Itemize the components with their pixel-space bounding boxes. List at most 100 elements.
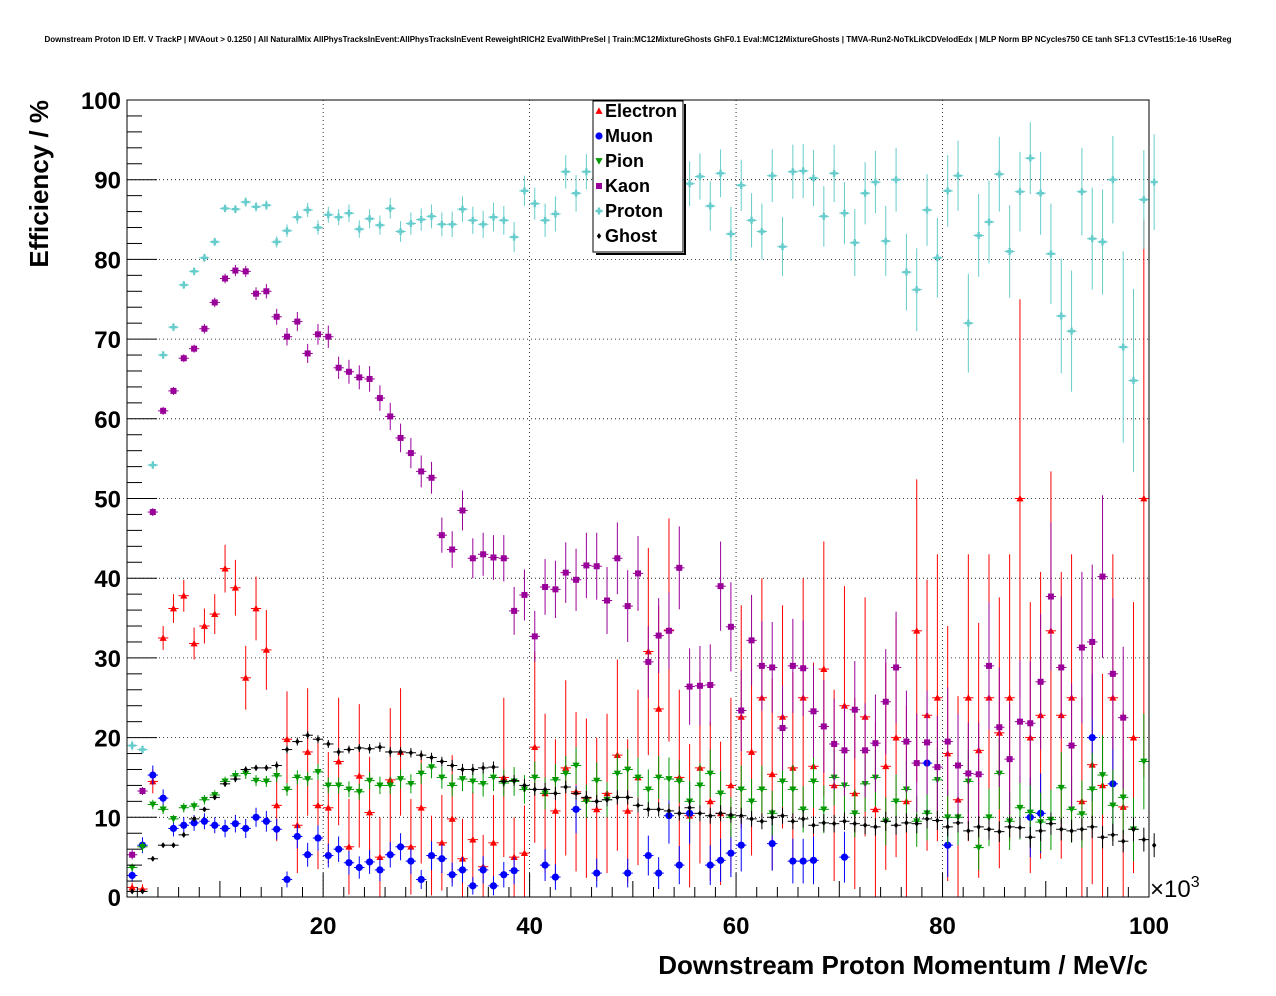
data-point <box>551 873 560 881</box>
y-tick-label: 60 <box>94 407 121 434</box>
data-point <box>976 823 981 830</box>
data-point <box>211 821 219 829</box>
data-point <box>986 826 992 833</box>
data-point <box>510 867 518 875</box>
data-point <box>417 804 425 811</box>
data-point <box>799 806 807 813</box>
data-point <box>138 843 147 851</box>
data-point <box>644 786 652 794</box>
data-point <box>675 778 683 786</box>
data-point <box>200 254 208 262</box>
data-point <box>635 570 641 577</box>
data-point <box>520 187 528 195</box>
data-point <box>944 187 952 195</box>
data-point <box>748 216 756 224</box>
data-point <box>676 564 683 571</box>
data-point <box>727 849 735 857</box>
data-point <box>169 323 177 331</box>
data-point <box>521 591 528 598</box>
data-point <box>882 762 890 770</box>
data-point <box>1150 178 1158 186</box>
data-point <box>913 286 921 294</box>
data-point <box>500 216 508 224</box>
data-point <box>903 738 910 745</box>
data-point <box>573 576 580 583</box>
data-point <box>160 842 166 849</box>
data-point <box>531 774 539 782</box>
data-point <box>892 176 900 184</box>
legend-shadow-right <box>684 104 686 255</box>
data-point <box>634 774 642 782</box>
data-point <box>778 778 787 786</box>
data-point <box>831 820 837 827</box>
data-point <box>737 841 745 849</box>
data-point <box>283 227 291 235</box>
x-tick-label: 20 <box>310 913 337 940</box>
data-point <box>800 665 807 672</box>
data-point <box>1129 734 1138 741</box>
data-point <box>1131 826 1136 833</box>
y-tick-label: 10 <box>94 805 121 832</box>
data-point <box>304 748 312 755</box>
data-point <box>768 172 776 180</box>
data-point <box>747 748 756 755</box>
data-point <box>324 211 332 219</box>
data-point <box>376 395 383 402</box>
data-point <box>273 772 281 780</box>
data-point <box>1048 820 1054 827</box>
data-point <box>233 776 238 783</box>
data-point <box>1026 809 1034 817</box>
data-point <box>873 823 878 830</box>
data-point <box>749 815 754 822</box>
data-point <box>159 794 167 802</box>
data-point <box>283 735 291 743</box>
data-point <box>294 318 301 325</box>
data-point <box>500 871 508 879</box>
data-point <box>284 746 290 753</box>
data-point <box>624 869 632 877</box>
data-point <box>1069 827 1074 834</box>
data-point <box>851 706 858 713</box>
data-point <box>799 857 807 865</box>
data-point <box>345 859 353 867</box>
data-point <box>460 766 465 773</box>
data-point <box>180 592 188 599</box>
data-point <box>902 268 910 276</box>
data-point <box>439 758 445 765</box>
data-point <box>243 766 248 773</box>
data-point <box>190 803 198 810</box>
data-series <box>127 122 1158 897</box>
data-point <box>811 822 816 829</box>
data-point <box>396 843 405 851</box>
data-point <box>150 855 156 862</box>
data-point <box>211 610 219 617</box>
data-point <box>191 815 197 822</box>
data-point <box>944 738 951 745</box>
data-point <box>221 204 229 212</box>
data-point <box>335 845 343 853</box>
y-tick-label: 20 <box>94 726 121 753</box>
data-point <box>924 739 931 746</box>
y-tick-label: 0 <box>108 885 121 912</box>
legend-label: Muon <box>605 126 653 146</box>
data-point <box>769 664 776 671</box>
data-point <box>489 882 498 890</box>
y-tick-label: 70 <box>94 327 121 354</box>
data-point <box>821 819 827 826</box>
data-point <box>1088 786 1096 794</box>
data-point <box>501 778 506 785</box>
data-point <box>201 325 208 332</box>
data-point <box>996 724 1003 731</box>
data-point <box>314 224 322 232</box>
data-point <box>644 851 652 860</box>
data-point <box>304 350 311 357</box>
data-point <box>428 212 436 220</box>
data-point <box>655 632 662 639</box>
data-point <box>252 813 260 821</box>
data-point <box>169 816 178 823</box>
data-point <box>551 776 560 784</box>
data-point <box>666 807 672 814</box>
data-point <box>768 840 776 848</box>
legend-marker <box>595 207 603 215</box>
